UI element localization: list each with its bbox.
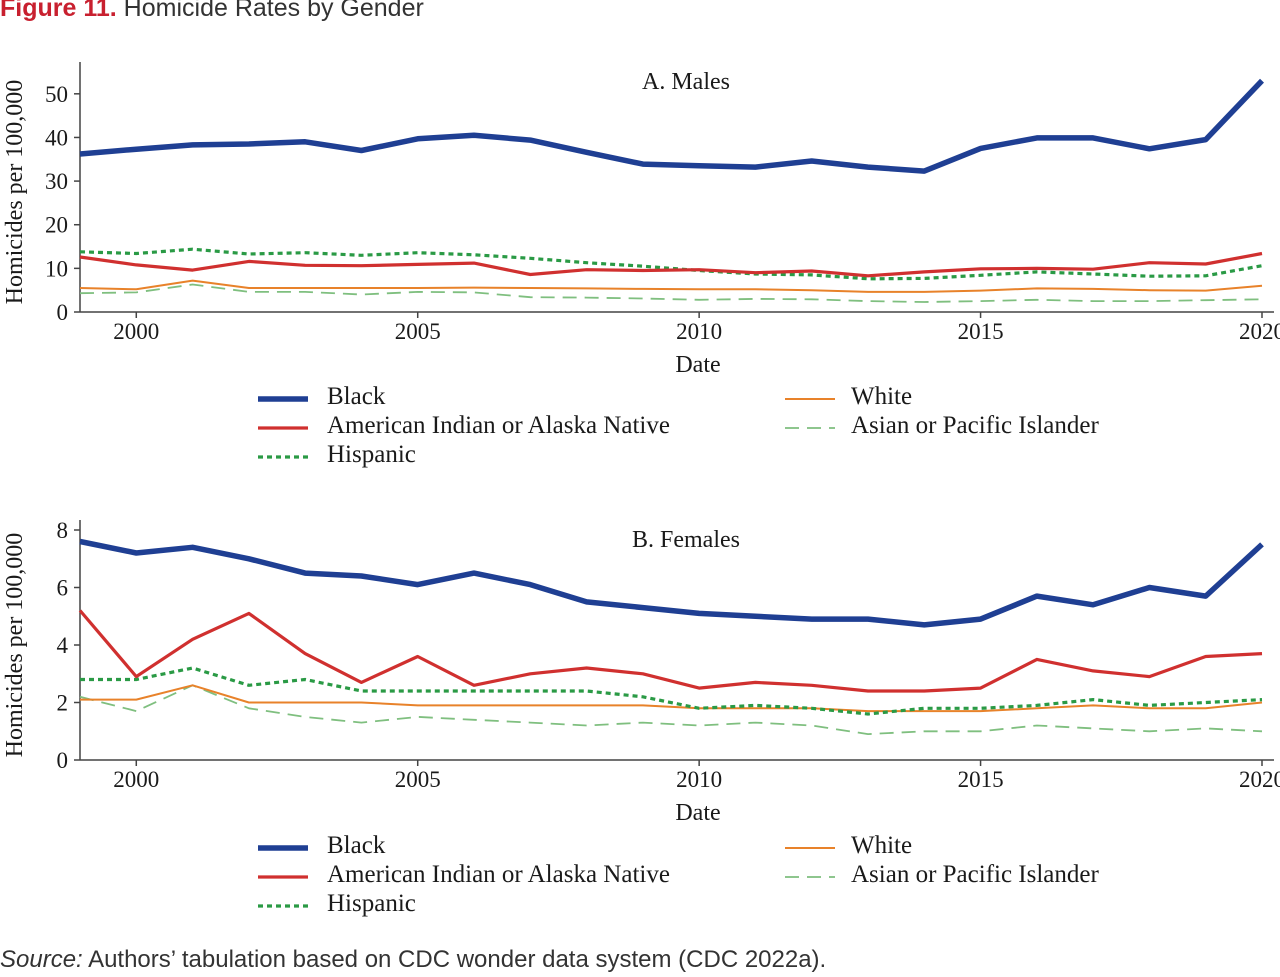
y-tick-label: 20 [45, 213, 68, 238]
legend-entry-label: White [851, 832, 912, 859]
legend-entry-label: Hispanic [327, 441, 416, 468]
x-tick-label: 2010 [676, 767, 722, 792]
series-line-asian-or-pacific-islander [79, 684, 1263, 736]
series-line-american-indian-or-alaska-native [78, 609, 1263, 693]
y-tick-label: 6 [57, 576, 69, 601]
source-label: Source: [0, 946, 83, 973]
y-tick-label: 30 [45, 169, 68, 194]
x-tick-label: 2015 [958, 767, 1004, 792]
x-axis-label: Date [675, 352, 720, 378]
y-tick-label: 2 [57, 691, 69, 716]
y-axis-label: Homicides per 100,000 [2, 533, 28, 758]
series-line-hispanic [79, 247, 1263, 281]
series-line-white [79, 279, 1263, 293]
legend-entry-label: Asian or Pacific Islander [851, 412, 1100, 439]
figure-title-text: Homicide Rates by Gender [123, 0, 424, 22]
source-text: Authors’ tabulation based on CDC wonder … [82, 946, 827, 973]
legend-entry-label: Black [327, 832, 386, 859]
x-axis-label: Date [675, 800, 720, 826]
figure-label: Figure 11. [0, 0, 117, 22]
y-tick-label: 0 [57, 300, 69, 325]
figure-title: Figure 11. Homicide Rates by Gender [0, 0, 424, 23]
legend-entry-label: Asian or Pacific Islander [851, 861, 1100, 888]
legend-entry-label: White [851, 383, 912, 410]
y-tick-label: 0 [57, 748, 69, 773]
y-tick-label: 10 [45, 256, 68, 281]
panel-title: B. Females [632, 527, 740, 553]
legend-entry-label: Black [327, 383, 386, 410]
x-tick-label: 2020 [1239, 767, 1280, 792]
series-line-american-indian-or-alaska-native [79, 251, 1263, 278]
source-note: Source: Authors’ tabulation based on CDC… [0, 946, 826, 974]
y-axis-label: Homicides per 100,000 [2, 80, 28, 305]
series-line-black [79, 78, 1264, 174]
legend-entry-label: Hispanic [327, 890, 416, 917]
series-line-hispanic [80, 666, 1263, 716]
chart-panel-males: 0 10 20 30 40 50 2000 2005 2010 2015 2020 Date Homic… [2, 62, 1280, 468]
y-tick-label: 4 [57, 633, 69, 658]
series-line-black [79, 538, 1264, 628]
legend-entry-label: American Indian or Alaska Native [327, 861, 670, 888]
x-tick-label: 2020 [1239, 319, 1280, 344]
x-tick-label: 2000 [113, 319, 159, 344]
y-tick-label: 8 [57, 518, 69, 543]
chart-panel-females: 0 2 4 6 8 2000 2005 2010 2015 2020 Date Homicides p… [2, 518, 1280, 917]
x-tick-label: 2005 [395, 767, 441, 792]
x-tick-label: 2000 [113, 767, 159, 792]
x-tick-label: 2015 [958, 319, 1004, 344]
y-tick-label: 40 [45, 125, 68, 150]
x-tick-label: 2010 [676, 319, 722, 344]
y-tick-label: 50 [45, 82, 68, 107]
x-tick-label: 2005 [395, 319, 441, 344]
panel-title: A. Males [642, 69, 730, 95]
series-line-white [80, 684, 1263, 713]
series-line-asian-or-pacific-islander [79, 283, 1263, 303]
legend-entry-label: American Indian or Alaska Native [327, 412, 670, 439]
